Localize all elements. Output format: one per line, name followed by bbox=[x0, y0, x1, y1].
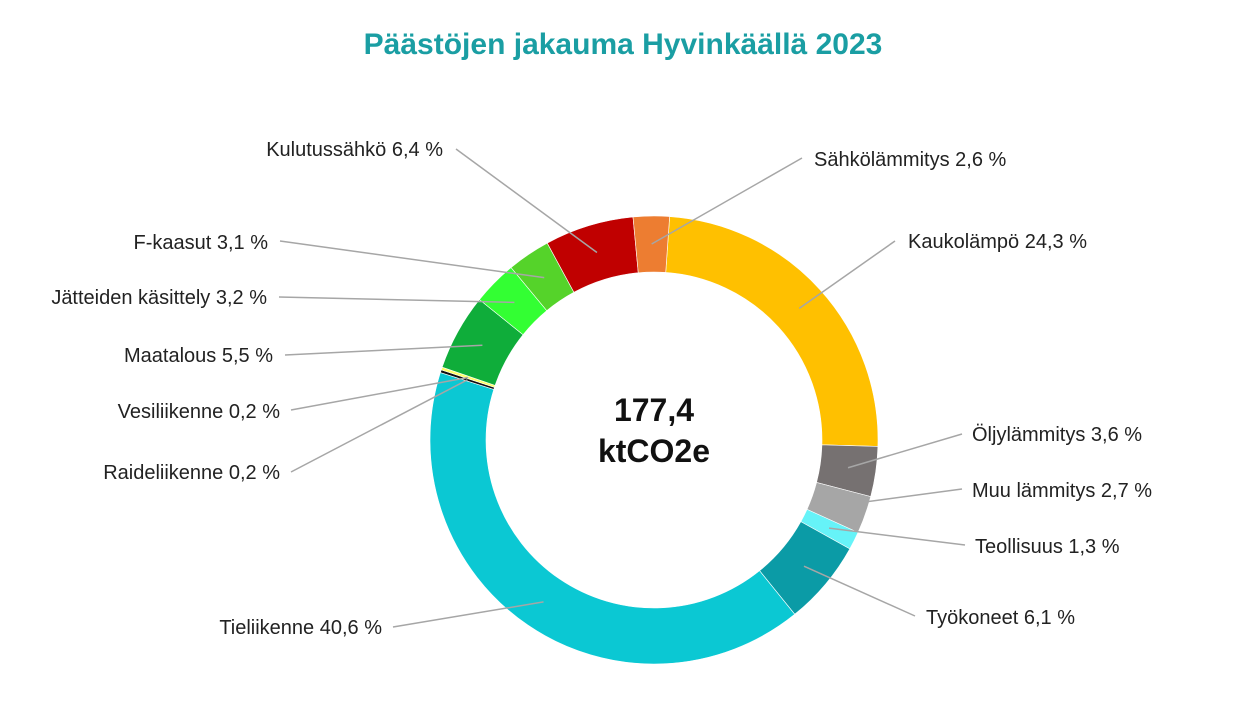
label-kulutussahko: Kulutussähkö 6,4 % bbox=[266, 139, 443, 161]
label-jatteiden-kasittely: Jätteiden käsittely 3,2 % bbox=[51, 287, 267, 309]
slice-labels: Kaukolämpö 24,3 % Öljylämmitys 3,6 % Muu l… bbox=[51, 139, 1152, 639]
center-total-value: 177,4 bbox=[614, 392, 694, 428]
label-sahkolammitys: Sähkölämmitys 2,6 % bbox=[814, 149, 1007, 171]
leader-kulutussahko bbox=[455, 148, 598, 254]
label-teollisuus: Teollisuus 1,3 % bbox=[975, 536, 1120, 558]
label-tyokoneet: Työkoneet 6,1 % bbox=[926, 607, 1075, 629]
leader-sahkolammitys bbox=[651, 157, 803, 245]
center-total-unit: ktCO2e bbox=[598, 433, 710, 469]
leader-tieliikenne bbox=[392, 601, 544, 628]
label-muu-lammitys: Muu lämmitys 2,7 % bbox=[972, 480, 1152, 502]
leader-tyokoneet bbox=[803, 565, 916, 617]
label-f-kaasut: F-kaasut 3,1 % bbox=[133, 232, 268, 254]
label-vesiliikenne: Vesiliikenne 0,2 % bbox=[118, 401, 281, 423]
leader-maatalous bbox=[284, 344, 483, 356]
leader-teollisuus bbox=[828, 527, 966, 546]
label-raideliikenne: Raideliikenne 0,2 % bbox=[103, 462, 280, 484]
leader-f-kaasut bbox=[279, 240, 545, 279]
slice-kaukolampo bbox=[665, 216, 879, 447]
label-tieliikenne: Tieliikenne 40,6 % bbox=[219, 617, 382, 639]
label-maatalous: Maatalous 5,5 % bbox=[124, 345, 273, 367]
leader-jatteiden-kasittely bbox=[278, 296, 515, 304]
chart-title: Päästöjen jakauma Hyvinkäällä 2023 bbox=[364, 28, 883, 61]
label-oljylammitys: Öljylämmitys 3,6 % bbox=[972, 424, 1142, 446]
slice-tieliikenne bbox=[429, 372, 796, 665]
leader-lines bbox=[278, 148, 966, 628]
leader-oljylammitys bbox=[847, 433, 963, 469]
label-kaukolampo: Kaukolämpö 24,3 % bbox=[908, 231, 1087, 253]
leader-raideliikenne bbox=[290, 379, 468, 473]
leader-kaukolampo bbox=[798, 240, 896, 310]
leader-muu-lammitys bbox=[838, 488, 963, 507]
donut-slices bbox=[429, 215, 879, 665]
leader-vesiliikenne bbox=[290, 376, 469, 411]
slice-sahkolammitys bbox=[632, 215, 670, 274]
